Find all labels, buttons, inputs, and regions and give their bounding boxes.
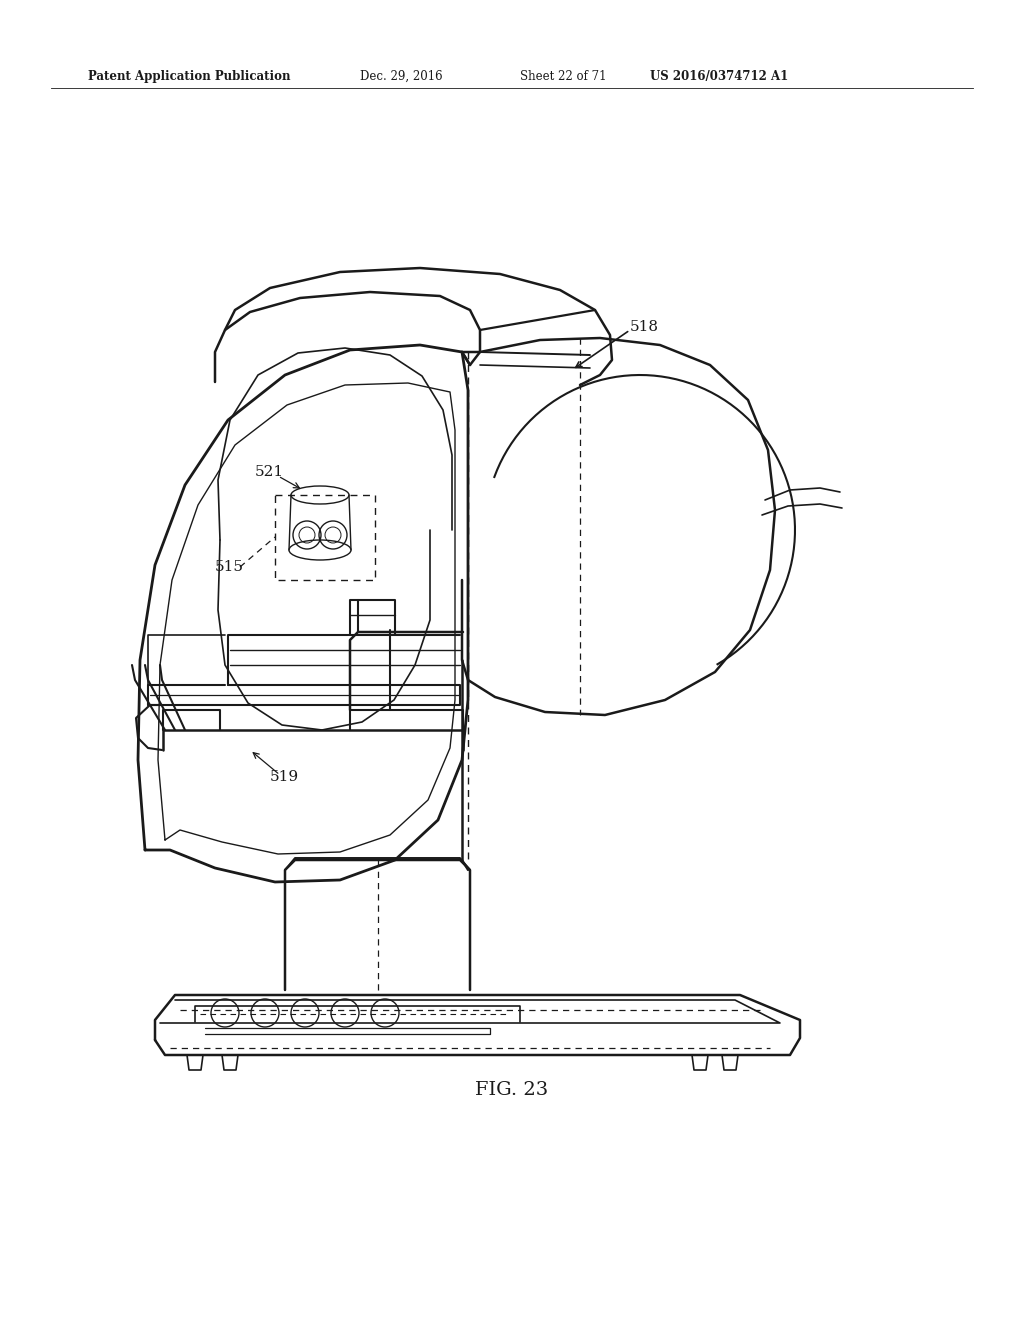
Text: Dec. 29, 2016: Dec. 29, 2016: [360, 70, 442, 83]
Text: 521: 521: [255, 465, 284, 479]
Text: 518: 518: [630, 319, 659, 334]
Text: 519: 519: [270, 770, 299, 784]
Text: Patent Application Publication: Patent Application Publication: [88, 70, 291, 83]
Text: Sheet 22 of 71: Sheet 22 of 71: [520, 70, 606, 83]
Text: 515: 515: [215, 560, 244, 574]
Text: FIG. 23: FIG. 23: [475, 1081, 549, 1100]
Text: US 2016/0374712 A1: US 2016/0374712 A1: [650, 70, 788, 83]
